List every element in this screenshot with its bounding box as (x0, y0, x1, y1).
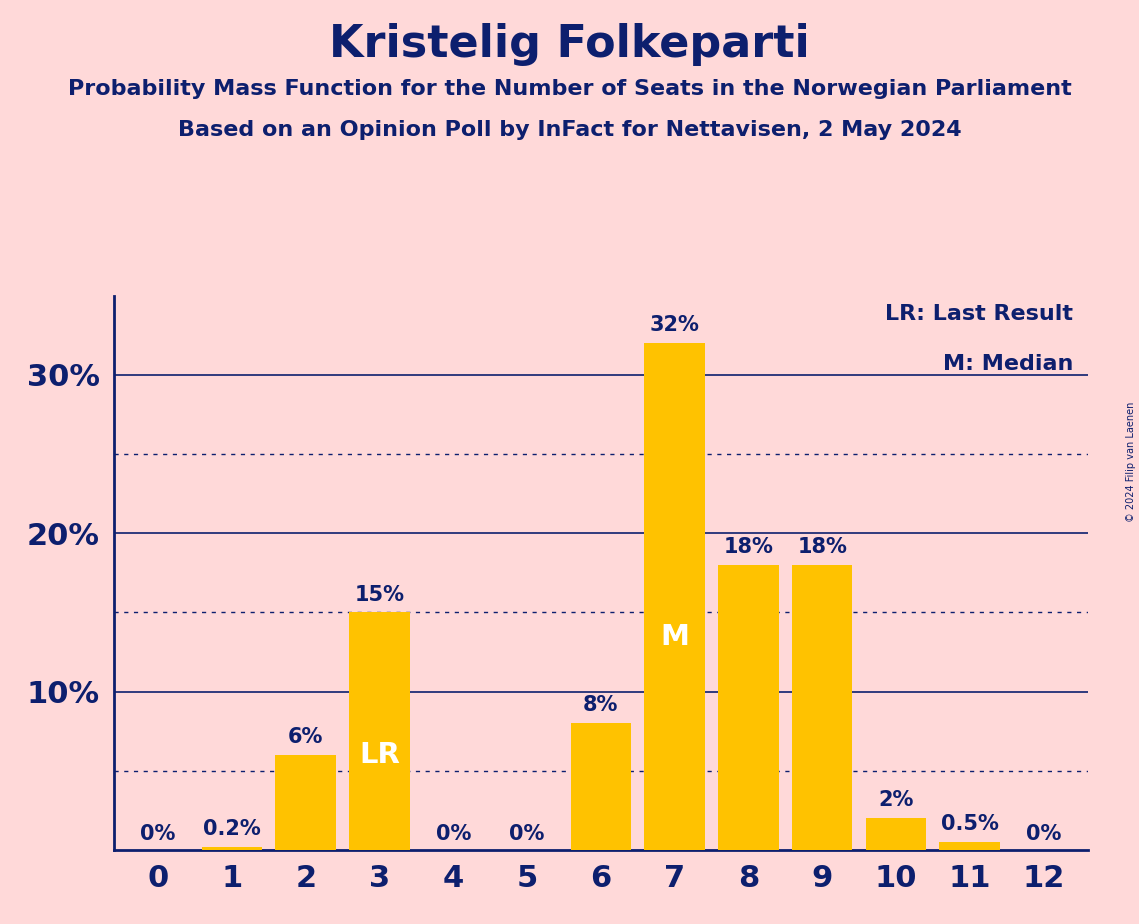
Text: LR: LR (359, 741, 400, 769)
Text: 2%: 2% (878, 790, 913, 810)
Text: 32%: 32% (649, 315, 699, 335)
Bar (276, 755, 336, 850)
Text: 8%: 8% (583, 696, 618, 715)
Text: M: M (661, 623, 689, 651)
Bar (571, 723, 631, 850)
Text: LR: Last Result: LR: Last Result (885, 304, 1073, 324)
Bar (940, 842, 1000, 850)
Text: 0.2%: 0.2% (203, 819, 261, 839)
Text: Kristelig Folkeparti: Kristelig Folkeparti (329, 23, 810, 67)
Text: Based on an Opinion Poll by InFact for Nettavisen, 2 May 2024: Based on an Opinion Poll by InFact for N… (178, 120, 961, 140)
Text: 15%: 15% (354, 585, 404, 604)
Text: 0%: 0% (140, 823, 175, 844)
Text: 0%: 0% (435, 823, 470, 844)
Bar (350, 613, 410, 850)
Bar (202, 847, 262, 850)
Bar (718, 565, 779, 850)
Text: 18%: 18% (797, 537, 847, 557)
Bar (866, 819, 926, 850)
Text: © 2024 Filip van Laenen: © 2024 Filip van Laenen (1126, 402, 1136, 522)
Text: 18%: 18% (723, 537, 773, 557)
Bar (645, 343, 705, 850)
Text: 0%: 0% (1026, 823, 1062, 844)
Text: 0%: 0% (509, 823, 544, 844)
Text: Probability Mass Function for the Number of Seats in the Norwegian Parliament: Probability Mass Function for the Number… (67, 79, 1072, 99)
Text: 6%: 6% (288, 727, 323, 748)
Text: M: Median: M: Median (943, 354, 1073, 374)
Text: 0.5%: 0.5% (941, 814, 999, 834)
Bar (792, 565, 852, 850)
